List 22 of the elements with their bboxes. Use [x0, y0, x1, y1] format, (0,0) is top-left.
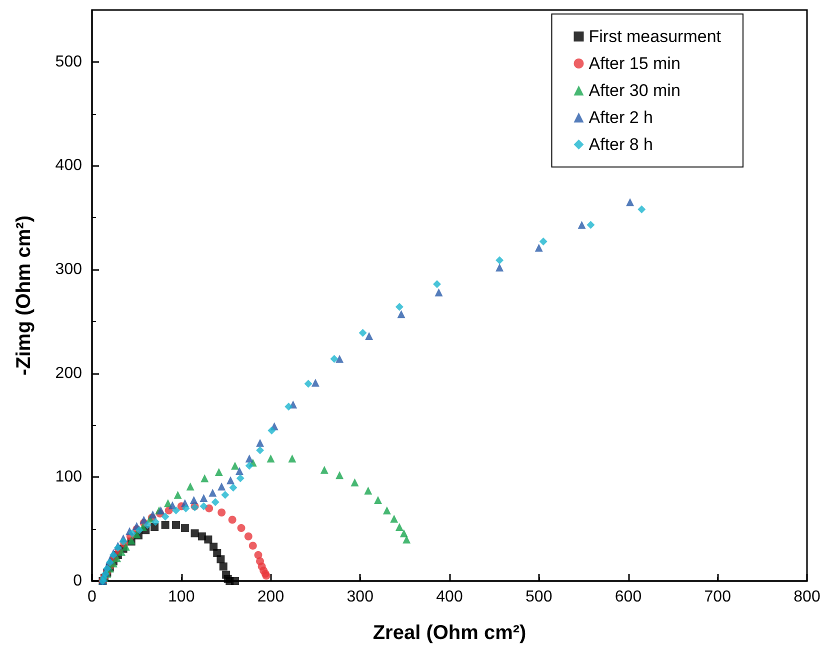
y-tick-label: 500: [55, 53, 82, 70]
x-tick-label: 300: [346, 588, 374, 606]
x-tick-label: 700: [704, 588, 732, 606]
x-tick-label: 400: [436, 588, 463, 606]
legend-label: After 30 min: [588, 81, 680, 100]
x-tick-label: 200: [257, 588, 284, 606]
y-tick-label: 200: [55, 364, 82, 382]
y-tick-label: 0: [73, 572, 82, 590]
x-axis-title: Zreal (Ohm cm²): [372, 622, 526, 644]
x-tick-label: 800: [794, 588, 820, 606]
y-axis-title: -Zimg (Ohm cm²): [13, 216, 35, 376]
x-tick-label: 100: [168, 588, 195, 606]
y-tick-label: 100: [55, 468, 82, 486]
legend-label: First measurment: [588, 27, 722, 46]
legend-label: After 8 h: [588, 135, 654, 154]
y-tick-label: 400: [55, 157, 82, 174]
x-tick-label: 600: [614, 588, 642, 606]
y-tick-label: 300: [55, 261, 82, 278]
x-tick-label: 500: [526, 588, 552, 606]
legend-label: After 2 h: [588, 108, 654, 127]
x-tick-label: 0: [88, 588, 97, 606]
legend-label: After 15 min: [588, 54, 680, 73]
